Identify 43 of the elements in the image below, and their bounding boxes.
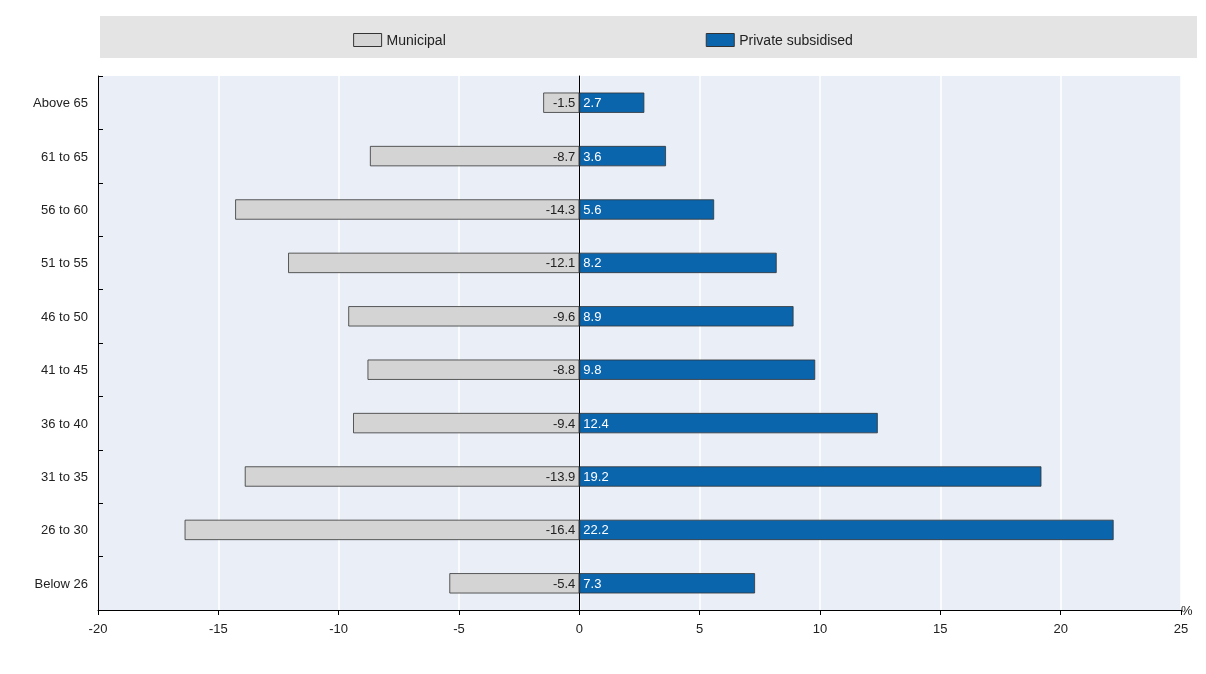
data-label: 8.2 — [583, 255, 602, 271]
data-label: 22.2 — [583, 522, 609, 538]
x-tick-label: 5 — [696, 621, 704, 636]
y-tick-label: 41 to 45 — [41, 362, 88, 378]
y-tick-label: 51 to 55 — [41, 255, 88, 271]
y-tick-label: 46 to 50 — [41, 308, 88, 324]
legend-label: Municipal — [386, 32, 446, 48]
data-label: 12.4 — [583, 415, 609, 431]
data-label: -8.8 — [552, 362, 576, 378]
y-tick-label: 61 to 65 — [41, 148, 88, 164]
x-tick-label: 10 — [812, 621, 828, 636]
data-label: 9.8 — [583, 362, 602, 378]
y-tick-label: 36 to 40 — [41, 415, 88, 431]
data-label: 5.6 — [583, 202, 602, 217]
x-tick-label: -15 — [208, 621, 228, 636]
data-label: 2.7 — [583, 95, 602, 111]
x-tick-label: -10 — [329, 621, 349, 636]
y-tick-label: Below 26 — [34, 575, 88, 591]
data-label: 8.9 — [583, 308, 602, 324]
data-label: -12.1 — [545, 255, 576, 271]
y-tick-label: 31 to 35 — [41, 469, 88, 484]
data-label: -5.4 — [552, 575, 576, 591]
y-tick-label: 56 to 60 — [41, 202, 88, 217]
data-label: -1.5 — [552, 95, 576, 111]
data-label: 19.2 — [583, 469, 609, 484]
y-tick-label: Above 65 — [33, 95, 88, 111]
x-axis-title: % — [1181, 602, 1193, 618]
data-label: -8.7 — [552, 148, 576, 164]
x-tick-label: 0 — [575, 621, 583, 636]
data-label: -16.4 — [545, 522, 576, 538]
data-label: -13.9 — [545, 469, 576, 484]
x-tick-label: 15 — [933, 621, 948, 636]
y-tick-label: 26 to 30 — [41, 522, 88, 538]
data-label: -9.4 — [552, 415, 576, 431]
x-tick-label: -5 — [453, 621, 465, 636]
x-tick-label: 25 — [1173, 621, 1189, 636]
legend-label: Private subsidised — [739, 32, 853, 48]
x-tick-label: -20 — [88, 621, 108, 636]
data-label: -9.6 — [552, 308, 576, 324]
data-label: -14.3 — [545, 202, 576, 217]
data-label: 3.6 — [583, 148, 602, 164]
data-label: 7.3 — [583, 575, 602, 591]
x-tick-label: 20 — [1053, 621, 1068, 636]
